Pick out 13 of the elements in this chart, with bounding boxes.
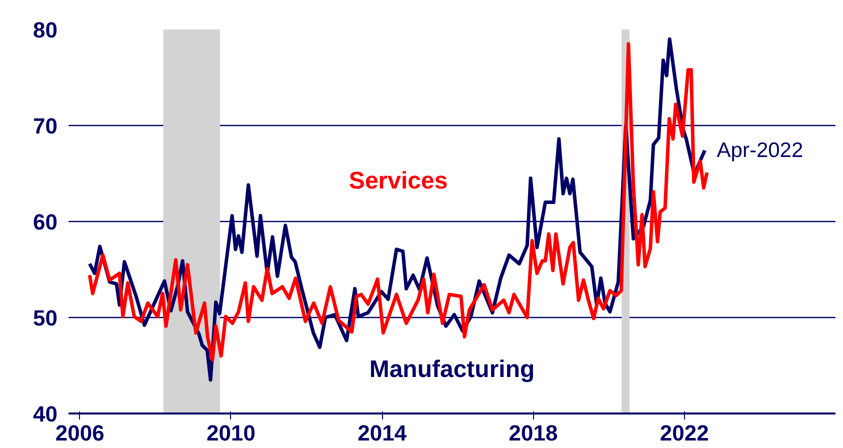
y-tick-label: 40 [33,402,58,426]
annotation: Apr-2022 [716,138,804,162]
text: Services [348,168,448,195]
x-tick-label: 2006 [55,420,104,446]
y-tick-label: 50 [33,306,58,330]
x-tick-label: 2010 [206,420,256,446]
y-tick-label: 60 [33,210,58,234]
y-tick-label: 70 [33,114,58,138]
x-tick-label: 2022 [660,420,709,446]
series-label: Manufacturing [369,356,535,383]
y-tick-label: 80 [33,18,58,42]
x-tick-label: 2014 [358,420,408,446]
x-tick-label: 2018 [508,420,558,446]
